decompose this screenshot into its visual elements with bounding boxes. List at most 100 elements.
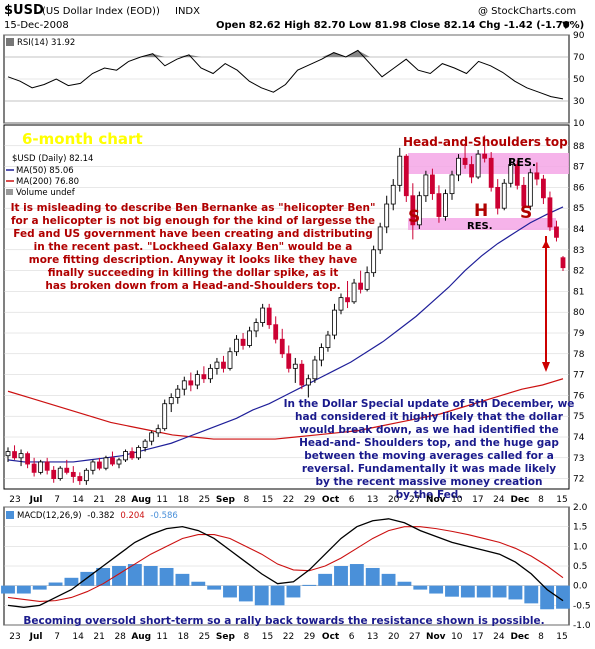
- macd-hist-bar: [175, 573, 190, 586]
- macd-tick-label: -1.0: [573, 621, 591, 631]
- right-annotation-line: had considered it highly likely that the…: [295, 411, 564, 423]
- macd-hist-bar: [96, 567, 111, 586]
- candle: [292, 357, 298, 383]
- macd-hist-bar: [524, 585, 539, 604]
- candle: [240, 333, 246, 350]
- price-tick-label: 78: [573, 350, 585, 360]
- x-tick-label: 11: [157, 495, 168, 505]
- candle: [469, 156, 474, 184]
- macd-hist-bar: [32, 585, 47, 590]
- left-annotation-line: for a helicopter is not big enough for t…: [11, 215, 375, 227]
- candle: [64, 459, 70, 475]
- macd-label-signal: 0.204: [120, 511, 144, 521]
- candle-body: [390, 184, 396, 205]
- ma200-path: [7, 378, 564, 440]
- candle: [227, 347, 233, 371]
- rsi-tick-label: 70: [573, 53, 585, 63]
- x-tick-label: 10: [451, 495, 463, 505]
- x-tick-label: 6: [349, 632, 355, 642]
- candle: [521, 177, 527, 213]
- candle: [312, 355, 318, 383]
- x-tick-label: 29: [304, 495, 316, 505]
- x-tick-label: 8: [244, 495, 250, 505]
- macd-ticks: 2.0 1.5 1.0 0.5 0.0 -0.5 -1.0: [573, 503, 591, 631]
- candle: [136, 445, 141, 460]
- macd-tick-label: -0.5: [573, 601, 591, 611]
- left-shoulder-label: S: [408, 207, 420, 227]
- candle: [397, 147, 403, 192]
- price-tick-label: 80: [573, 308, 585, 318]
- candle-body: [57, 467, 63, 480]
- chart-symbol: $USD: [4, 3, 44, 18]
- candle-body: [266, 307, 272, 326]
- copyright-text[interactable]: @ StockCharts.com: [478, 6, 576, 17]
- head-label: H: [474, 201, 488, 221]
- x-axis-top: 23 Jul 7 14 21 28 Aug 11 18 25 Sep 8 15 22 29 Oct 6 13 20 2…: [9, 495, 567, 505]
- candle-body: [456, 157, 461, 176]
- candle-body: [70, 471, 76, 477]
- candle-body: [332, 309, 337, 336]
- candle-body: [31, 463, 37, 473]
- candle: [541, 174, 546, 205]
- candle: [325, 330, 331, 352]
- macd-label: MACD(12,26,9) -0.382 0.204 -0.586: [17, 511, 178, 521]
- candle-body: [364, 272, 370, 290]
- candle-body: [201, 374, 207, 380]
- price-panel: [3, 124, 570, 490]
- x-tick-label: 13: [367, 632, 378, 642]
- candle: [123, 449, 128, 462]
- candle: [260, 303, 266, 327]
- macd-tick-label: 0.0: [573, 582, 588, 592]
- candle-body: [534, 172, 540, 180]
- x-tick-label: 15: [556, 495, 567, 505]
- macd-hist-bar: [48, 582, 63, 586]
- left-annotation: It is misleading to describe Ben Bernank…: [11, 202, 376, 292]
- price-tick-label: 75: [573, 412, 584, 422]
- candle: [168, 393, 174, 413]
- candle: [221, 355, 226, 373]
- candle-body: [508, 164, 514, 184]
- candle-body: [547, 197, 553, 228]
- candle-body: [227, 351, 233, 369]
- right-annotation-line: In the Dollar Special update of 5th Dece…: [284, 398, 575, 410]
- target-arrow-down-head: [542, 362, 550, 372]
- candle-body: [136, 446, 141, 459]
- candle: [436, 185, 442, 223]
- x-tick-label: 22: [283, 632, 294, 642]
- left-annotation-line: in the recent past. "Lockheed Galaxy Ben…: [34, 241, 353, 253]
- x-tick-label: 6: [349, 495, 355, 505]
- macd-hist-bar: [254, 585, 269, 606]
- resistance-zone-top: [408, 153, 569, 174]
- x-tick-label: 11: [157, 632, 168, 642]
- candle: [273, 316, 279, 344]
- x-tick-label: 20: [388, 495, 400, 505]
- candle-body: [371, 249, 377, 274]
- candle: [188, 372, 194, 392]
- res-bottom-label: RES.: [467, 221, 493, 232]
- candle: [90, 459, 96, 475]
- candle: [403, 154, 409, 202]
- candle-body: [194, 374, 200, 386]
- candle: [547, 191, 553, 232]
- price-tick-label: 86: [573, 183, 585, 193]
- macd-hist-bar: [460, 585, 475, 598]
- candle-body: [77, 476, 83, 482]
- candle: [338, 293, 344, 315]
- right-annotation: In the Dollar Special update of 5th Dece…: [284, 398, 575, 501]
- candle: [351, 278, 357, 304]
- candle: [149, 430, 155, 446]
- x-tick-label: Nov: [426, 495, 446, 505]
- macd-hist-bar: [1, 585, 15, 594]
- macd-hist-bar: [16, 585, 31, 594]
- candle-body: [18, 453, 24, 459]
- price-tick-label: 87: [573, 163, 584, 173]
- macd-tick-label: 2.0: [573, 503, 588, 513]
- macd-tick-label: 1.5: [573, 523, 587, 533]
- candle-body: [234, 338, 239, 353]
- macd-lines: [7, 518, 564, 608]
- right-annotation-line: would break down, as we had identified t…: [299, 424, 558, 436]
- macd-hist-bar: [492, 585, 507, 598]
- chart-date: 15-Dec-2008: [4, 20, 69, 31]
- candle-body: [286, 353, 292, 369]
